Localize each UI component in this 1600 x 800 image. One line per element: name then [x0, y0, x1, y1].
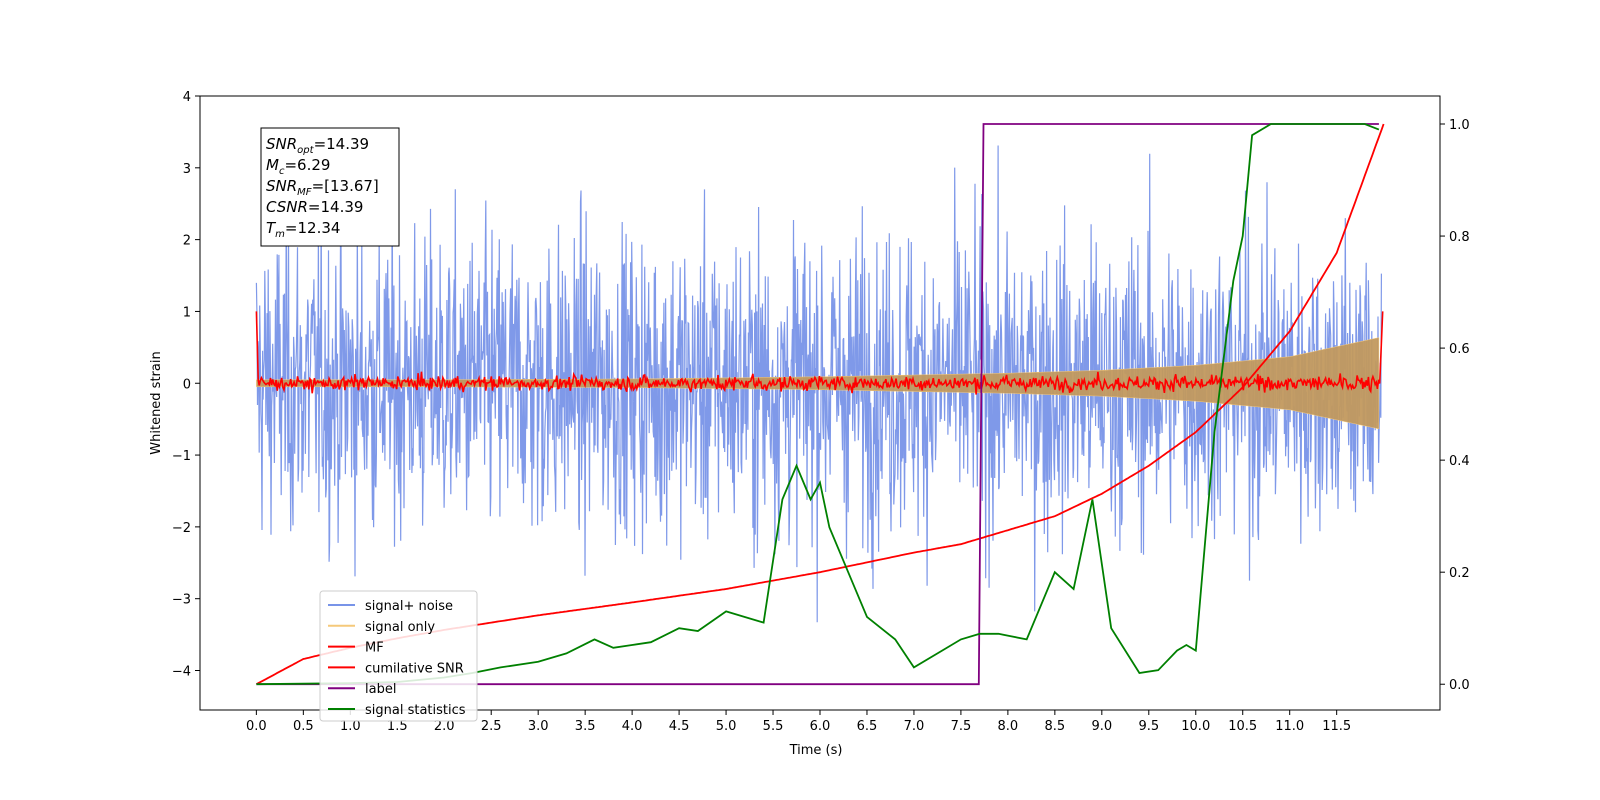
x-tick-label: 6.5 — [857, 719, 878, 734]
x-tick-label: 7.5 — [951, 719, 972, 734]
x-tick-label: 10.5 — [1228, 719, 1257, 734]
y-tick-label: 1 — [183, 305, 191, 320]
annotation-csnr: CSNR=14.39 — [266, 198, 363, 216]
annotation-box — [260, 127, 400, 247]
x-axis-label: Time (s) — [789, 743, 843, 758]
y-axis-right: 1.0 0.8 0.6 0.4 0.2 0.0 — [1440, 118, 1470, 693]
y-axis-left: 4 3 2 1 0 −1 −2 −3 −4 — [172, 90, 200, 680]
annotation-snr-mf: SNRMF=[13.67] — [266, 177, 379, 198]
series-signal-noise — [255, 145, 1382, 623]
legend-entry: signal only — [365, 620, 435, 635]
x-tick-label: 4.0 — [622, 719, 643, 734]
annotation-snr-opt: SNRopt=14.39 — [266, 135, 369, 156]
x-tick-label: 1.5 — [387, 719, 408, 734]
metrics-annotation: SNRopt=14.39 Mc=6.29 SNRMF=[13.67] CSNR=… — [260, 127, 400, 247]
y-tick-label: −4 — [172, 665, 191, 680]
series-label — [256, 123, 1379, 686]
y2-tick-label: 1.0 — [1449, 118, 1470, 133]
x-tick-label: 10.0 — [1181, 719, 1210, 734]
y-tick-label: 0 — [183, 377, 191, 392]
legend-entry: cumilative SNR — [365, 661, 464, 676]
legend-entry: signal+ noise — [365, 599, 453, 614]
x-tick-label: 1.0 — [340, 719, 361, 734]
legend-entry: MF — [365, 641, 384, 656]
x-tick-label: 4.5 — [669, 719, 690, 734]
x-tick-label: 3.5 — [575, 719, 596, 734]
annotation-tm: Tm=12.34 — [266, 219, 340, 240]
y2-tick-label: 0.2 — [1449, 566, 1470, 581]
series-mf — [255, 311, 1384, 395]
y2-tick-label: 0.6 — [1449, 342, 1470, 357]
series-signal-statistics — [256, 123, 1380, 686]
legend: signal+ noise signal only MF cumilative SNR… — [319, 590, 478, 722]
x-tick-label: 11.5 — [1322, 719, 1351, 734]
y-tick-label: −2 — [172, 521, 191, 536]
x-tick-label: 11.0 — [1275, 719, 1304, 734]
x-tick-label: 5.5 — [763, 719, 784, 734]
x-tick-label: 7.0 — [904, 719, 925, 734]
y2-tick-label: 0.8 — [1449, 230, 1470, 245]
legend-box — [319, 590, 478, 722]
y2-tick-label: 0.0 — [1449, 678, 1470, 693]
y-tick-label: −3 — [172, 593, 191, 608]
x-tick-label: 8.5 — [1045, 719, 1066, 734]
y-tick-label: 2 — [183, 234, 191, 249]
x-tick-label: 3.0 — [528, 719, 549, 734]
x-tick-label: 6.0 — [810, 719, 831, 734]
y-tick-label: −1 — [172, 449, 191, 464]
x-tick-label: 2.5 — [481, 719, 502, 734]
x-axis: 0.0 0.5 1.0 1.5 2.0 2.5 3.0 3.5 4.0 4.5 5.0 5.5 6.0 6… — [246, 710, 1351, 734]
x-tick-label: 5.0 — [716, 719, 737, 734]
y-tick-label: 3 — [183, 162, 191, 177]
annotation-mc: Mc=6.29 — [266, 156, 330, 177]
legend-entry: label — [365, 682, 396, 697]
x-tick-label: 9.5 — [1138, 719, 1159, 734]
x-tick-label: 9.0 — [1091, 719, 1112, 734]
y-tick-label: 4 — [183, 90, 191, 105]
legend-entry: signal statistics — [365, 703, 466, 718]
x-tick-label: 0.0 — [246, 719, 267, 734]
y-axis-label: Whitened strain — [149, 351, 164, 454]
y2-tick-label: 0.4 — [1449, 454, 1470, 469]
x-tick-label: 8.0 — [998, 719, 1019, 734]
x-tick-label: 2.0 — [434, 719, 455, 734]
x-tick-label: 0.5 — [293, 719, 314, 734]
